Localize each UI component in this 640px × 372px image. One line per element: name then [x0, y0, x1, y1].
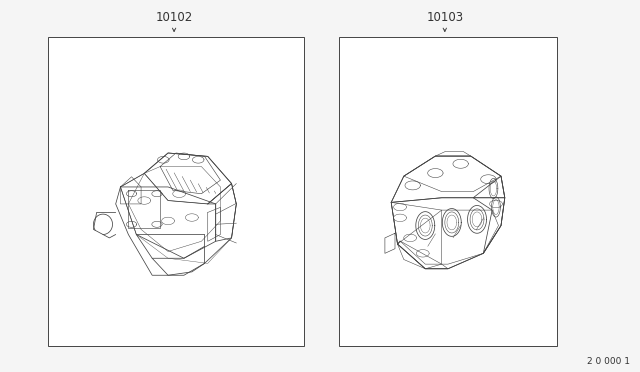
Text: 2 0 000 1: 2 0 000 1	[588, 357, 630, 366]
Text: 10102: 10102	[156, 11, 193, 24]
Bar	[48, 37, 304, 346]
Text: 10103: 10103	[426, 11, 463, 24]
Bar	[339, 37, 557, 346]
